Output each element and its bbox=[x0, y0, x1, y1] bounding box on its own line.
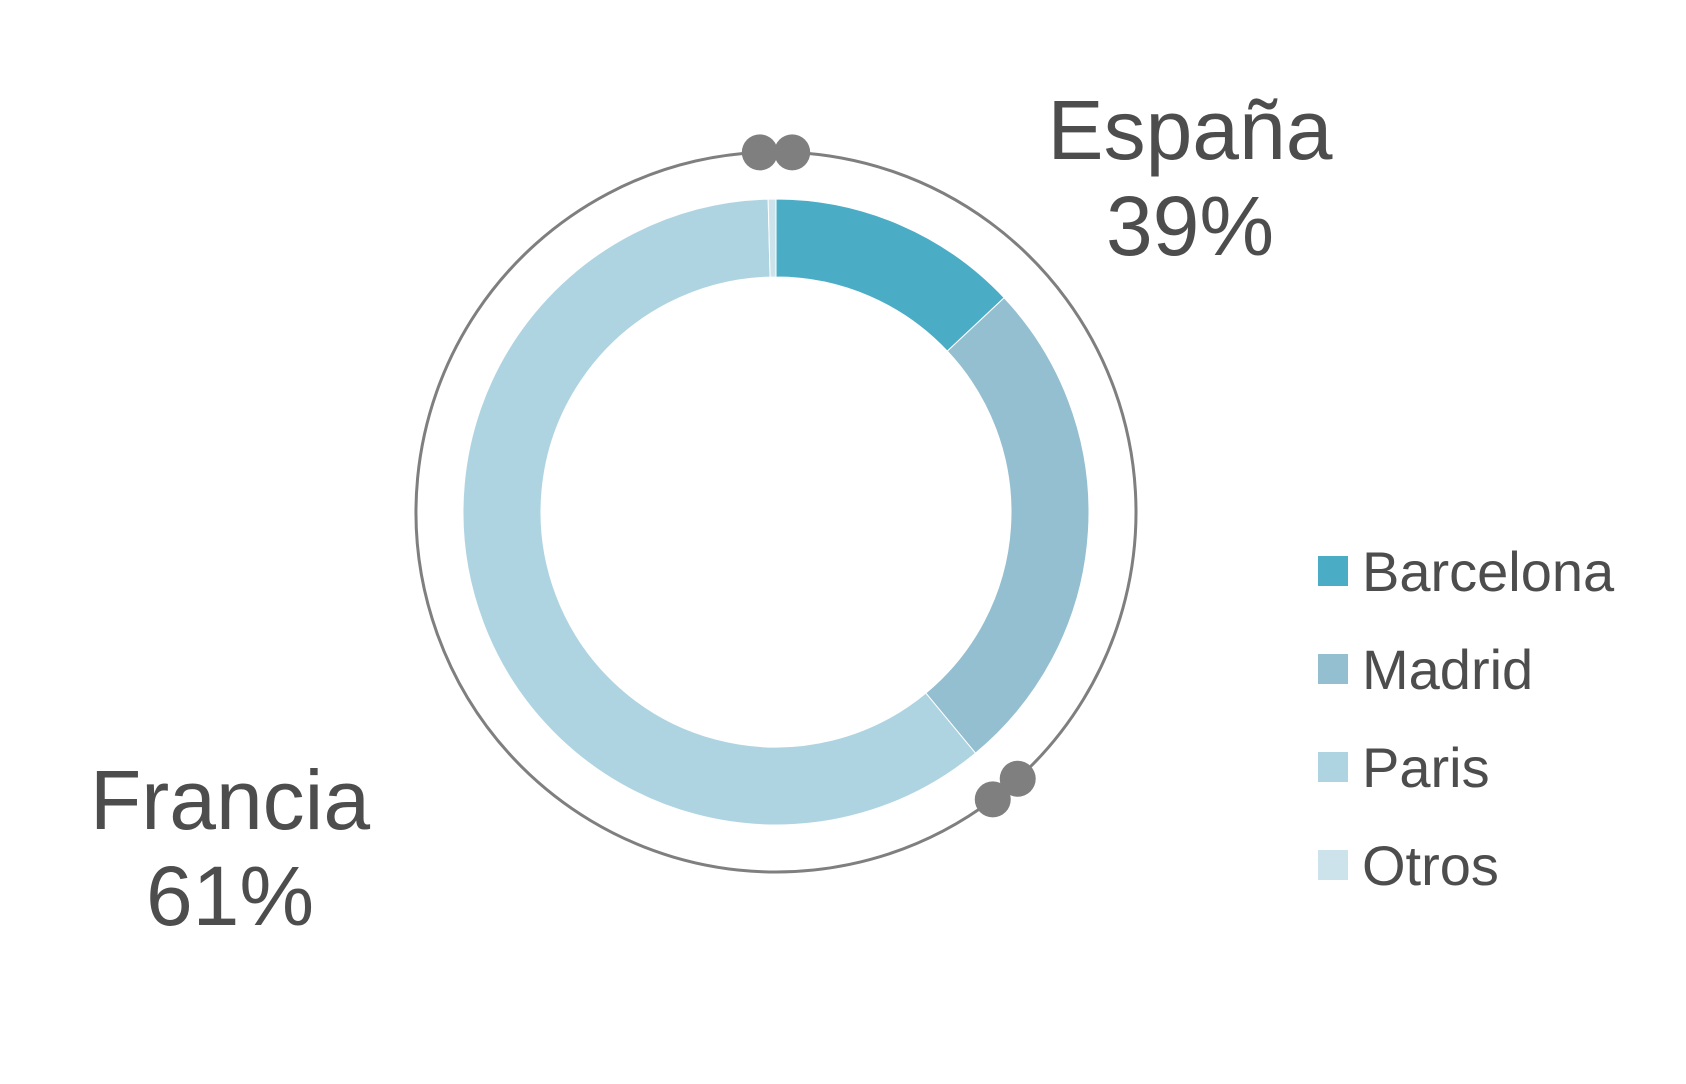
legend: Barcelona Madrid Paris Otros bbox=[1318, 522, 1614, 914]
legend-item-barcelona: Barcelona bbox=[1318, 522, 1614, 620]
bracket-marker-francia-start bbox=[974, 781, 1011, 818]
group-brackets bbox=[414, 134, 1138, 874]
legend-swatch bbox=[1318, 556, 1348, 586]
group-label-spain: España 39% bbox=[1010, 82, 1370, 274]
group-value-spain: 39% bbox=[1105, 179, 1275, 273]
legend-swatch bbox=[1318, 850, 1348, 880]
legend-label: Paris bbox=[1362, 735, 1490, 799]
legend-swatch bbox=[1318, 752, 1348, 782]
bracket-marker-españa-end bbox=[999, 760, 1036, 797]
bracket-arc-españa bbox=[792, 150, 1138, 780]
slice-barcelona bbox=[775, 198, 1005, 352]
bracket-arc-francia bbox=[414, 150, 994, 874]
donut-slices bbox=[462, 198, 1090, 826]
legend-item-otros: Otros bbox=[1318, 816, 1614, 914]
group-name-spain: España bbox=[1047, 83, 1333, 177]
legend-swatch bbox=[1318, 654, 1348, 684]
group-value-france: 61% bbox=[145, 849, 315, 943]
bracket-marker-francia-end bbox=[741, 134, 778, 171]
legend-label: Barcelona bbox=[1362, 539, 1615, 603]
slice-paris bbox=[462, 198, 977, 826]
group-label-france: Francia 61% bbox=[60, 752, 400, 944]
slice-madrid bbox=[925, 297, 1090, 754]
group-name-france: Francia bbox=[89, 753, 371, 847]
legend-item-paris: Paris bbox=[1318, 718, 1614, 816]
legend-item-madrid: Madrid bbox=[1318, 620, 1614, 718]
legend-label: Madrid bbox=[1362, 637, 1534, 701]
legend-label: Otros bbox=[1362, 833, 1499, 897]
bracket-marker-españa-start bbox=[774, 134, 811, 171]
slice-otros bbox=[767, 198, 777, 278]
